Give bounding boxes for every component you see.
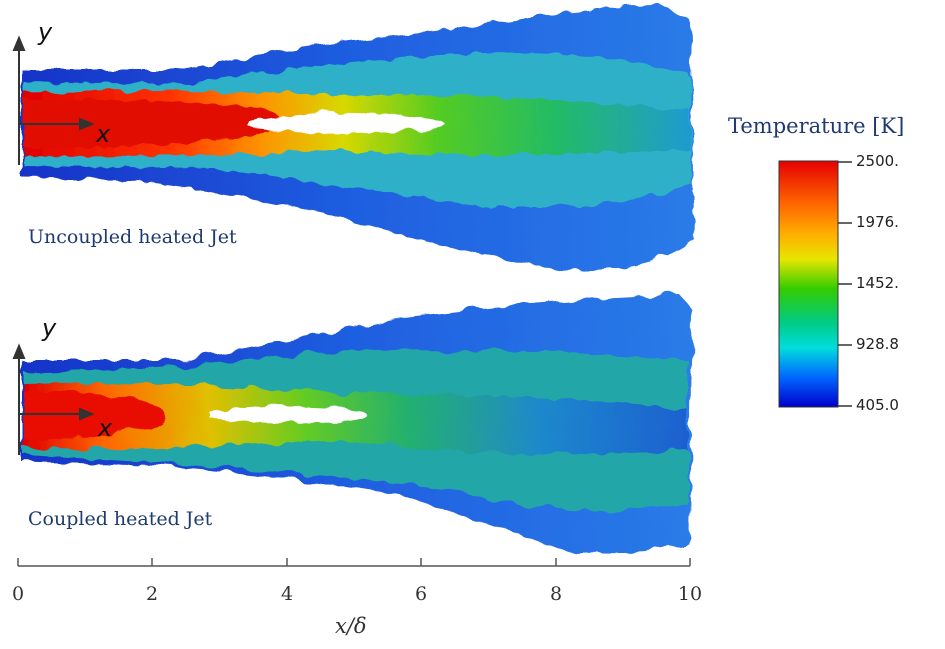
coupled-jet-white-gap [210, 405, 367, 424]
x-axis-tick-label: 0 [11, 583, 25, 605]
coupled-jet-visualization [22, 295, 692, 552]
uncoupled-jet-potential-core [24, 99, 280, 149]
colorbar-title: Temperature [K] [728, 114, 905, 138]
lower-x-axis-letter: x [98, 414, 113, 442]
colorbar-tick-label: 1452. [856, 274, 899, 292]
lower-y-axis-letter: y [42, 314, 57, 342]
x-axis-tick-label: 10 [677, 583, 703, 605]
upper-y-axis-letter: y [38, 18, 53, 46]
colorbar-tick-label: 405.0 [856, 396, 899, 414]
colorbar-gradient [778, 160, 839, 408]
colorbar-tick-label: 1976. [856, 213, 899, 231]
uncoupled-jet-white-gap [250, 112, 445, 134]
lower-coordinate-axes [12, 343, 95, 455]
x-axis-label: x/δ [335, 614, 367, 638]
colorbar-ticks [838, 161, 852, 407]
uncoupled-jet-visualization [22, 5, 695, 271]
upper-x-axis-letter: x [96, 120, 111, 148]
uncoupled-jet-label: Uncoupled heated Jet [28, 226, 237, 248]
colorbar-tick-label: 928.8 [856, 335, 899, 353]
x-axis-line [17, 558, 691, 567]
x-axis-tick-label: 6 [414, 583, 428, 605]
coupled-jet-label: Coupled heated Jet [28, 508, 213, 530]
x-axis-tick-label: 4 [280, 583, 294, 605]
x-axis-tick-label: 8 [549, 583, 563, 605]
coupled-jet-potential-core [24, 391, 165, 440]
x-axis-tick-label: 2 [145, 583, 159, 605]
upper-coordinate-axes [12, 35, 95, 165]
colorbar-tick-label: 2500. [856, 152, 899, 170]
